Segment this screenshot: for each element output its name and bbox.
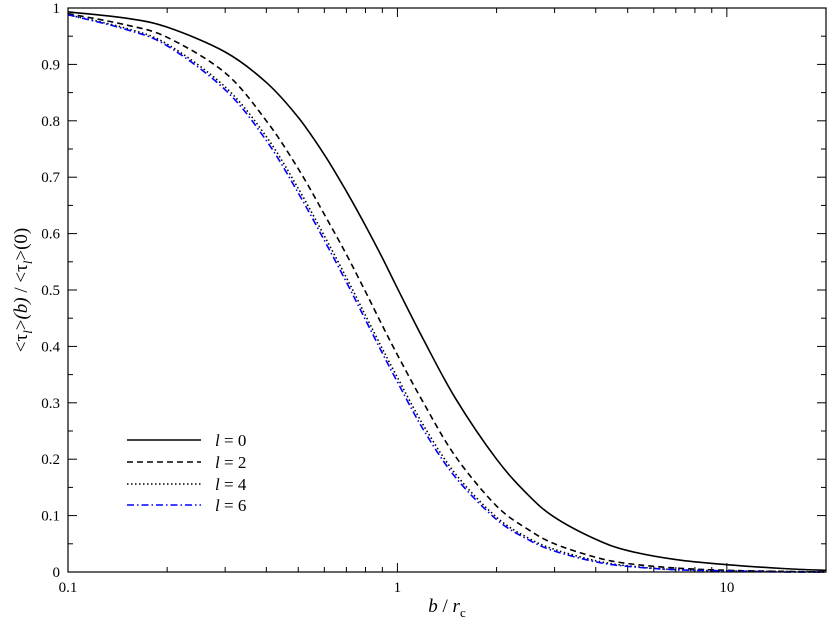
x-axis-title: b / rc [428, 596, 466, 620]
y-title-slash: / [11, 283, 32, 298]
y-tick-label: 0.1 [41, 509, 60, 525]
series-line-l0 [67, 11, 827, 572]
y-tick-label: 0.7 [41, 170, 60, 186]
y-tick-label: 0.2 [41, 452, 60, 468]
y-tick-label: 0.9 [41, 57, 60, 73]
legend-label-l0: l = 0 [215, 431, 246, 450]
series-line-l2 [67, 12, 827, 573]
y-title-sub2: l [20, 260, 35, 264]
y-tick-label: 0.3 [41, 396, 60, 412]
y-tick-label: 0.8 [41, 114, 60, 130]
y-title-lt2: < [11, 272, 32, 283]
y-tick-label: 1 [53, 1, 61, 17]
x-axis-title-sep: / [438, 596, 453, 617]
y-tick-label: 0 [53, 565, 61, 581]
x-tick-label: 10 [719, 580, 734, 596]
x-axis-ticks: 0.1 1 10 [59, 8, 734, 596]
legend-label-l2: l = 2 [215, 453, 246, 472]
legend-label-l6: l = 6 [215, 496, 246, 515]
y-title-gt2: > [11, 250, 32, 261]
plot-lines [67, 11, 827, 573]
y-title-arg2: (0) [11, 228, 32, 250]
y-axis-ticks: 0 0.1 0.2 0.3 0.4 0.5 0.6 0.7 0.8 0.9 1 [41, 1, 826, 581]
x-axis-title-sub: c [460, 605, 466, 620]
y-tick-label: 0.6 [41, 227, 60, 243]
x-axis-title-r: r [453, 596, 461, 617]
x-axis-title-var: b [428, 596, 438, 617]
y-title-arg1: (b) [11, 297, 32, 319]
legend-label-l4: l = 4 [215, 475, 247, 494]
y-axis-title: <τl>(b) / <τl>(0) [11, 228, 35, 353]
y-title-lt1: < [11, 342, 32, 353]
y-title-tau1: τ [11, 334, 32, 342]
y-tick-label: 0.5 [41, 283, 60, 299]
series-line-l4 [67, 13, 827, 573]
y-title-sub1: l [20, 330, 35, 334]
x-tick-label: 0.1 [59, 580, 78, 596]
y-title-tau2: τ [11, 264, 32, 272]
y-tick-label: 0.4 [41, 339, 60, 355]
legend: l = 0 l = 2 l = 4 l = 6 [127, 431, 247, 515]
x-tick-label: 1 [394, 580, 402, 596]
y-title-gt1: > [11, 320, 32, 331]
